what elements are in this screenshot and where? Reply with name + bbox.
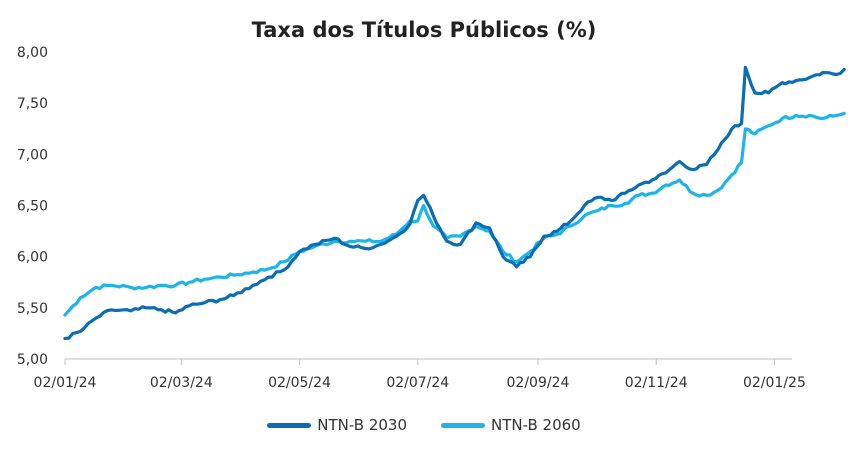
series-line-ntn-b-2030 (63, 65, 846, 341)
x-tick-label: 02/07/24 (386, 375, 449, 391)
y-tick-label: 8,00 (17, 45, 48, 61)
y-tick-label: 5,00 (17, 352, 48, 368)
y-tick-label: 7,00 (17, 147, 48, 163)
x-tick-label: 02/01/24 (34, 375, 97, 391)
x-tick-label: 02/11/24 (625, 375, 688, 391)
chart-title: Taxa dos Títulos Públicos (%) (251, 18, 597, 42)
x-tick-label: 02/01/25 (743, 375, 806, 391)
legend-label: NTN-B 2030 (317, 416, 407, 434)
series-line-ntn-b-2060 (63, 111, 846, 317)
legend-item: NTN-B 2030 (267, 416, 407, 434)
y-tick-label: 5,50 (17, 301, 48, 317)
x-tick-label: 02/03/24 (150, 375, 213, 391)
chart-legend: NTN-B 2030 NTN-B 2060 (0, 416, 848, 434)
legend-swatch (441, 422, 485, 428)
legend-swatch (267, 422, 312, 428)
y-tick-label: 6,00 (17, 250, 48, 266)
x-tick-label: 02/09/24 (507, 375, 570, 391)
y-tick-label: 6,50 (17, 199, 48, 215)
legend-item: NTN-B 2060 (441, 416, 581, 434)
legend-label: NTN-B 2060 (491, 416, 581, 434)
line-chart: 5,00 5,50 6,00 6,50 7,00 7,50 8,00 02/01/24 02/0… (17, 45, 846, 391)
x-tick-label: 02/05/24 (268, 375, 331, 391)
y-tick-label: 7,50 (17, 96, 48, 112)
